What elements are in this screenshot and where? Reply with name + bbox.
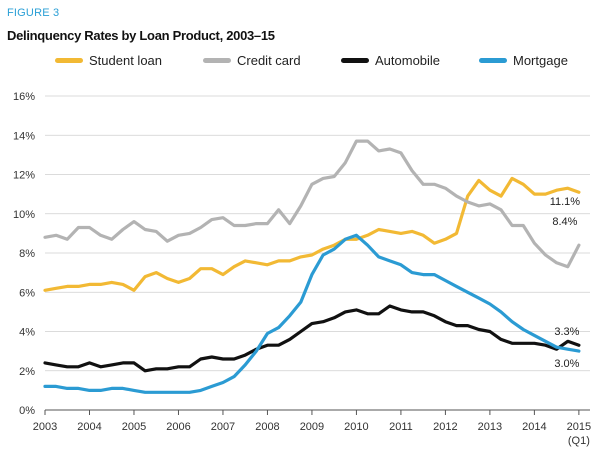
x-tick-label: 2013 (478, 421, 502, 433)
y-tick-label: 8% (19, 248, 35, 260)
y-tick-label: 10% (13, 209, 35, 221)
end-label-student-loan: 11.1% (550, 196, 581, 208)
legend-item-automobile: Automobile (341, 53, 440, 68)
end-label-mortgage: 3.0% (554, 358, 579, 370)
x-tick-label: 2006 (166, 421, 190, 433)
legend-label-mortgage: Mortgage (513, 53, 568, 68)
x-tick-label: 2007 (211, 421, 235, 433)
chart-title: Delinquency Rates by Loan Product, 2003–… (7, 28, 275, 43)
y-tick-label: 6% (19, 287, 35, 299)
x-tick-label: 2011 (389, 421, 413, 433)
legend-swatch-mortgage (479, 58, 507, 63)
legend-label-credit-card: Credit card (237, 53, 301, 68)
x-tick-label: 2012 (433, 421, 457, 433)
legend-label-student-loan: Student loan (89, 53, 163, 68)
y-tick-label: 14% (13, 130, 35, 142)
legend-item-student-loan: Student loan (55, 53, 162, 68)
legend-item-credit-card: Credit card (203, 53, 301, 68)
series-line-credit-card (43, 139, 581, 269)
end-label-credit-card: 8.4% (552, 216, 577, 228)
x-tick-label: 2005 (122, 421, 146, 433)
y-tick-label: 2% (19, 366, 35, 378)
legend-swatch-student-loan (55, 58, 83, 63)
y-tick-label: 4% (19, 327, 35, 339)
x-tick-sublabel: (Q1) (568, 435, 590, 447)
series-line-mortgage (43, 233, 581, 394)
x-tick-label: 2004 (77, 421, 101, 433)
legend-item-mortgage: Mortgage (479, 53, 568, 68)
x-tick-label: 2008 (255, 421, 279, 433)
series-line-automobile (43, 304, 581, 373)
series-line-student-loan (43, 176, 581, 292)
x-tick-label: 2014 (522, 421, 546, 433)
end-label-automobile: 3.3% (554, 326, 579, 338)
y-tick-label: 16% (13, 91, 35, 103)
y-tick-label: 12% (13, 170, 35, 182)
y-tick-label: 0% (19, 405, 35, 417)
figure-label: FIGURE 3 (7, 7, 60, 19)
legend-label-automobile: Automobile (375, 53, 441, 68)
x-tick-label: 2015 (567, 421, 591, 433)
x-tick-label: 2003 (33, 421, 57, 433)
legend-swatch-credit-card (203, 58, 231, 63)
legend: Student loan Credit card Automobile Mort… (55, 53, 613, 71)
x-tick-label: 2010 (344, 421, 368, 433)
x-tick-label: 2009 (300, 421, 324, 433)
legend-swatch-automobile (341, 58, 369, 63)
